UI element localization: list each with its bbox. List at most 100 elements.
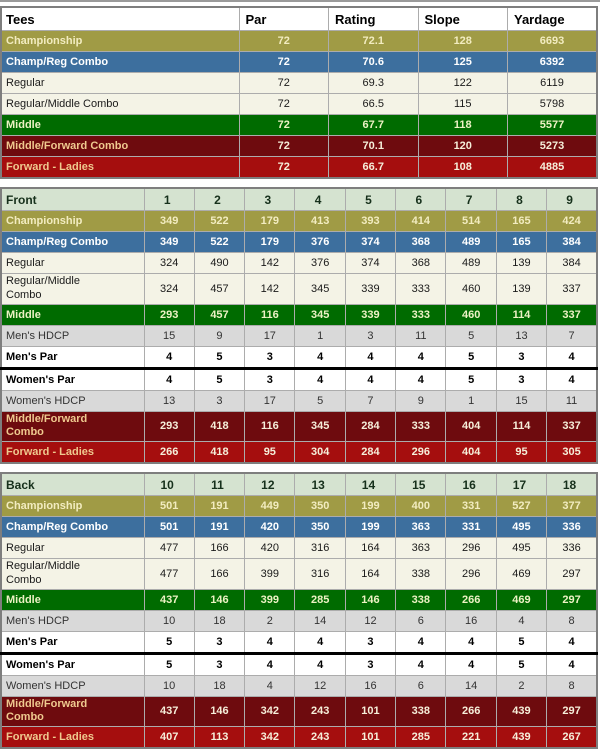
value-cell: 324 (143, 252, 195, 274)
value-cell: 374 (344, 231, 397, 253)
back-header-row: Back 10 11 12 13 14 15 16 17 18 (0, 472, 598, 496)
row-label: Middle (0, 588, 145, 611)
value-cell: 12 (294, 674, 346, 697)
row-label: Women's HDCP (0, 674, 145, 697)
column-header: 17 (495, 472, 548, 496)
value-cell: 10 (143, 674, 195, 697)
value-cell: 3 (344, 630, 397, 654)
row-label: Championship (0, 30, 240, 52)
value-cell: 5 (143, 630, 195, 654)
row-label-text: Regular/Middle Combo (6, 98, 119, 110)
value-cell: 5 (495, 651, 548, 676)
row-label-text: Forward - Ladies (6, 161, 95, 173)
value-cell: 70.6 (328, 51, 419, 73)
value-cell: 4 (546, 651, 598, 676)
value-cell: 460 (445, 273, 497, 305)
value-cell: 72.1 (328, 30, 419, 52)
value-cell: 420 (244, 537, 296, 559)
table-row: Middle 72 67.7 118 5577 (0, 114, 598, 136)
value-cell: 514 (445, 210, 497, 232)
value-cell: 349 (143, 231, 195, 253)
value-cell: 114 (495, 303, 548, 326)
table-row: Middle 437 146 399 285 146 338 266 469 297 (0, 588, 598, 611)
value-cell: 374 (344, 252, 397, 274)
value-cell: 418 (193, 441, 246, 464)
table-row: Men's Par 4 5 3 4 4 4 5 3 4 (0, 345, 598, 369)
value-cell: 67.7 (328, 114, 419, 136)
value-cell: 12 (344, 609, 397, 632)
value-cell: 4 (495, 609, 548, 632)
value-cell: 3 (244, 345, 296, 369)
row-label-text: Forward - Ladies (6, 731, 95, 743)
value-cell: 125 (417, 51, 508, 73)
table-row: Regular/Middle Combo 324 457 142 345 339 333 46… (0, 273, 598, 305)
value-cell: 142 (244, 252, 296, 274)
value-cell: 70.1 (328, 135, 419, 157)
column-header: 9 (546, 187, 598, 211)
value-cell: 377 (546, 495, 598, 517)
value-cell: 4 (445, 630, 497, 654)
value-cell: 142 (244, 273, 296, 305)
value-cell: 3 (344, 651, 397, 676)
front-header-row: Front 1 2 3 4 5 6 7 8 9 (0, 187, 598, 211)
value-cell: 5577 (507, 114, 598, 136)
row-label: Forward - Ladies (0, 156, 240, 179)
value-cell: 5 (495, 630, 548, 654)
row-label: Middle/Forward Combo (0, 695, 145, 727)
value-cell: 115 (417, 93, 508, 115)
value-cell: 15 (495, 389, 548, 412)
row-label: Forward - Ladies (0, 441, 145, 464)
top-table-edge (0, 0, 600, 6)
value-cell: 66.7 (328, 156, 419, 179)
value-cell: 3 (495, 345, 548, 369)
row-label-text: Middle/Forward Combo (6, 697, 88, 724)
value-cell: 221 (445, 726, 497, 749)
value-cell: 316 (294, 558, 346, 590)
value-cell: 179 (244, 210, 296, 232)
value-cell: 66.5 (328, 93, 419, 115)
value-cell: 418 (193, 410, 246, 442)
row-label: Women's HDCP (0, 389, 145, 412)
column-header: 11 (193, 472, 246, 496)
value-cell: 437 (143, 695, 195, 727)
value-cell: 3 (193, 630, 246, 654)
table-row: Regular 324 490 142 376 374 368 489 139 384 (0, 252, 598, 274)
row-label-text: Middle (6, 308, 41, 321)
value-cell: 439 (495, 695, 548, 727)
back-section-title: Back (0, 472, 145, 496)
row-label-text: Regular (6, 257, 45, 269)
tees-header-row: Tees Par Rating Slope Yardage (0, 6, 598, 31)
row-label-text: Regular (6, 542, 45, 554)
value-cell: 72 (238, 135, 329, 157)
value-cell: 8 (546, 674, 598, 697)
value-cell: 4 (143, 345, 195, 369)
tees-table: Tees Par Rating Slope Yardage Championship 72 7… (0, 6, 598, 179)
value-cell: 146 (193, 695, 246, 727)
value-cell: 101 (344, 726, 397, 749)
value-cell: 14 (294, 609, 346, 632)
table-row: Regular/Middle Combo 72 66.5 115 5798 (0, 93, 598, 115)
value-cell: 376 (294, 231, 346, 253)
row-label: Middle/Forward Combo (0, 135, 240, 157)
value-cell: 4 (294, 366, 346, 391)
value-cell: 457 (193, 303, 246, 326)
value-cell: 324 (143, 273, 195, 305)
value-cell: 449 (244, 495, 296, 517)
value-cell: 527 (495, 495, 548, 517)
value-cell: 5 (294, 389, 346, 412)
value-cell: 297 (546, 558, 598, 590)
value-cell: 4 (395, 366, 447, 391)
value-cell: 363 (395, 516, 447, 538)
value-cell: 489 (445, 252, 497, 274)
table-row: Middle/Forward Combo 437 146 342 243 101 338 26… (0, 695, 598, 727)
row-label: Champ/Reg Combo (0, 231, 145, 253)
table-row: Middle/Forward Combo 72 70.1 120 5273 (0, 135, 598, 157)
value-cell: 495 (495, 537, 548, 559)
value-cell: 404 (445, 441, 497, 464)
value-cell: 305 (546, 441, 598, 464)
value-cell: 338 (395, 695, 447, 727)
row-label: Middle/Forward Combo (0, 410, 145, 442)
row-label: Regular (0, 252, 145, 274)
value-cell: 165 (495, 210, 548, 232)
table-row: Women's HDCP 10 18 4 12 16 6 14 2 8 (0, 674, 598, 697)
